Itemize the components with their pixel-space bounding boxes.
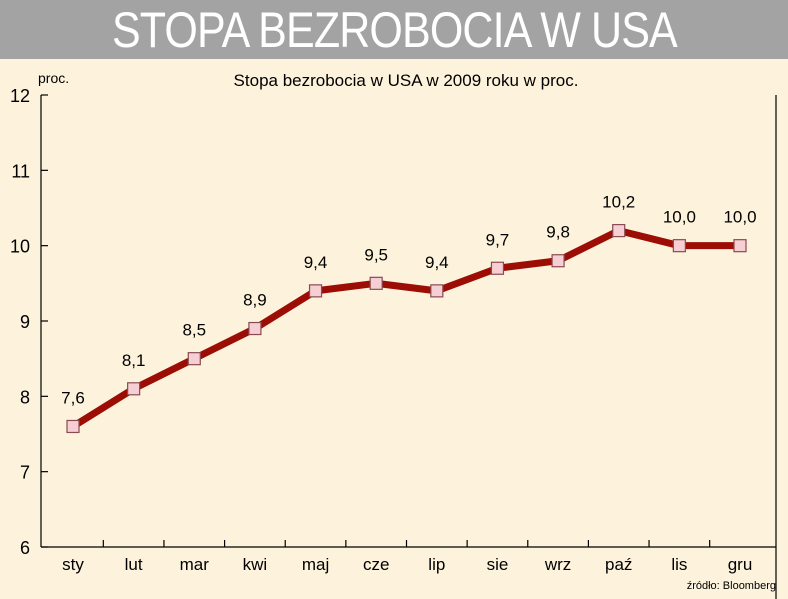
y-tick-label: 8: [20, 387, 30, 407]
chart-subtitle: Stopa bezrobocia w USA w 2009 roku w pro…: [234, 71, 579, 90]
data-value-label: 9,7: [486, 230, 510, 249]
x-category-label: paź: [605, 555, 632, 574]
y-tick-label: 12: [10, 86, 30, 106]
x-category-label: mar: [180, 555, 210, 574]
data-value-label: 9,4: [425, 253, 449, 272]
data-value-label: 10,0: [723, 208, 756, 227]
data-point-marker: [733, 239, 747, 253]
data-value-label: 10,0: [663, 208, 696, 227]
data-point-marker: [308, 284, 323, 298]
data-value-label: 8,9: [243, 291, 267, 310]
y-tick-label: 10: [10, 237, 30, 257]
data-point-marker: [551, 254, 565, 268]
x-category-label: lip: [428, 555, 445, 574]
y-tick-label: 11: [11, 161, 30, 181]
x-axis-ticks: sty lut mar kwi maj cze lip sie wrz paź lis gru: [62, 540, 752, 574]
data-series: 7,6 8,1 8,5 8,9 9,4 9,5 9,4 9,7 9,8 10,2 10,0 10,0: [61, 193, 757, 434]
data-value-label: 10,2: [602, 193, 635, 212]
data-point-marker: [66, 419, 80, 434]
x-category-label: sie: [487, 555, 509, 574]
source-note: źródło: Bloomberg: [687, 580, 776, 592]
data-value-label: 8,5: [182, 321, 206, 340]
x-category-label: kwi: [243, 555, 268, 574]
data-point-marker: [187, 352, 201, 366]
data-point-marker: [672, 239, 686, 253]
data-point-marker: [430, 284, 444, 298]
data-value-label: 7,6: [61, 388, 85, 407]
x-category-label: lut: [125, 555, 143, 574]
chart-header-title: STOPA BEZROBOCIA W USA: [111, 1, 678, 58]
chart-header-bar: STOPA BEZROBOCIA W USA: [0, 0, 788, 59]
y-tick-label: 9: [20, 312, 30, 332]
x-category-label: lis: [671, 555, 687, 574]
x-category-label: sty: [62, 555, 84, 574]
y-axis-ticks: 6 7 8 9 10 11 12: [10, 86, 48, 558]
y-tick-label: 7: [20, 463, 30, 483]
data-point-marker: [248, 321, 262, 336]
chart-axes: [40, 95, 777, 599]
data-value-label: 9,8: [546, 223, 570, 242]
data-value-label: 8,1: [122, 351, 146, 370]
y-tick-label: 6: [20, 538, 30, 558]
y-axis-unit-label: proc.: [38, 70, 69, 86]
data-point-marker: [490, 261, 505, 275]
data-value-label: 9,4: [304, 253, 328, 272]
x-category-label: wrz: [544, 555, 571, 574]
x-category-label: cze: [363, 555, 389, 574]
data-point-marker: [127, 382, 141, 396]
data-point-marker: [369, 276, 383, 290]
line-chart: Stopa bezrobocia w USA w 2009 roku w pro…: [10, 70, 777, 599]
data-value-label: 9,5: [364, 245, 388, 264]
x-category-label: maj: [302, 555, 329, 574]
series-line: [69, 227, 744, 430]
data-point-marker: [612, 224, 626, 238]
x-category-label: gru: [728, 555, 753, 574]
